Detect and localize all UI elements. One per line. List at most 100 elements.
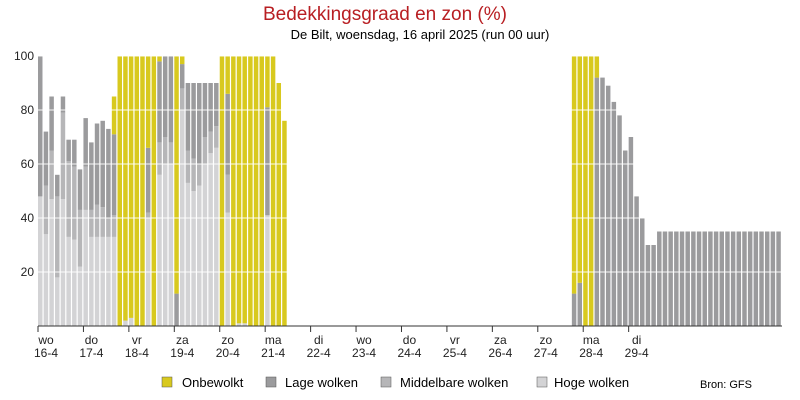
bar-lage-125 [747, 231, 753, 326]
bar-hoge-3 [55, 277, 60, 326]
bar-lage-112 [674, 231, 679, 326]
bar-lage-115 [691, 231, 696, 326]
x-tick-day-24: za [176, 333, 189, 347]
legend-label-lage: Lage wolken [285, 375, 358, 390]
x-tick-date-0: 16-4 [34, 346, 58, 360]
bar-lage-5 [66, 139, 71, 162]
bar-lage-98 [594, 77, 600, 326]
bar-middel-28 [197, 164, 202, 186]
x-tick-date-80: 26-4 [488, 346, 512, 360]
legend-label-hoge: Hoge wolken [554, 375, 629, 390]
bar-hoge-12 [106, 236, 111, 326]
x-tick-date-104: 29-4 [625, 346, 649, 360]
y-tick-label-80: 80 [21, 103, 35, 117]
bar-middel-7 [77, 209, 83, 267]
y-axis: 20 40 60 80 100 [14, 49, 34, 279]
bar-lage-95 [577, 282, 583, 326]
x-tick-date-56: 23-4 [352, 346, 376, 360]
bar-onbewolkt-37 [248, 56, 253, 326]
bar-lage-100 [605, 85, 611, 326]
bar-hoge-22 [162, 164, 168, 326]
bar-onbewolkt-33 [225, 56, 230, 94]
bar-lage-119 [713, 231, 719, 326]
bar-lage-108 [651, 245, 656, 326]
bar-lage-111 [668, 231, 673, 326]
bar-middel-1 [43, 185, 49, 235]
bar-lage-6 [72, 139, 77, 167]
bar-middel-22 [162, 137, 168, 164]
bar-onbewolkt-13 [111, 96, 117, 135]
x-tick-date-8: 17-4 [79, 346, 103, 360]
bar-hoge-16 [128, 317, 134, 326]
bar-lage-31 [214, 83, 219, 127]
bar-lage-7 [77, 169, 83, 210]
bar-lage-104 [628, 137, 634, 326]
bar-lage-40 [265, 107, 270, 216]
x-tick-day-8: do [85, 333, 99, 347]
bar-middel-6 [72, 166, 77, 240]
x-tick-day-64: do [403, 333, 417, 347]
bar-middel-12 [106, 218, 111, 237]
bar-lage-26 [185, 83, 191, 151]
x-axis: wo16-4do17-4vr18-4za19-4zo20-4ma21-4di22… [34, 325, 782, 360]
bar-onbewolkt-36 [242, 56, 247, 324]
bar-onbewolkt-97 [588, 56, 594, 326]
bar-lage-21 [157, 61, 162, 143]
bar-lage-126 [753, 231, 759, 326]
bar-hoge-7 [77, 266, 83, 326]
bar-onbewolkt-18 [140, 56, 145, 326]
bar-onbewolkt-38 [253, 56, 259, 326]
bar-lage-99 [600, 77, 605, 326]
source-label: Bron: GFS [700, 379, 752, 391]
bar-hoge-5 [66, 236, 71, 326]
bar-hoge-21 [157, 174, 162, 326]
bar-onbewolkt-43 [282, 120, 287, 326]
bar-middel-19 [145, 212, 151, 218]
bar-lage-128 [764, 231, 770, 326]
bar-middel-27 [191, 158, 196, 191]
x-tick-date-24: 19-4 [170, 346, 194, 360]
bar-onbewolkt-19 [145, 56, 151, 148]
bar-onbewolkt-94 [571, 56, 577, 294]
legend-swatch-lage [265, 376, 277, 388]
bar-hoge-30 [208, 153, 213, 326]
bar-lage-9 [89, 142, 94, 210]
chart-subtitle: De Bilt, woensdag, 16 april 2025 (run 00… [291, 27, 550, 42]
bar-lage-12 [106, 128, 111, 218]
bar-middel-9 [89, 209, 94, 237]
bar-lage-123 [736, 231, 742, 326]
x-tick-day-48: di [314, 333, 323, 347]
bar-lage-107 [645, 245, 651, 326]
bar-lage-116 [696, 231, 702, 326]
bar-onbewolkt-98 [594, 56, 600, 78]
bar-lage-25 [179, 64, 185, 89]
bar-onbewolkt-16 [128, 56, 134, 318]
chart-title: Bedekkingsgraad en zon (%) [263, 4, 507, 25]
bar-onbewolkt-35 [236, 56, 242, 324]
x-tick-date-64: 24-4 [397, 346, 421, 360]
bar-lage-117 [702, 231, 707, 326]
bar-onbewolkt-25 [179, 56, 185, 65]
bar-hoge-1 [43, 234, 49, 326]
bar-lage-113 [679, 231, 685, 326]
bar-hoge-35 [236, 323, 242, 326]
bar-hoge-0 [38, 196, 43, 326]
legend-label-middel: Middelbare wolken [400, 375, 508, 390]
bar-hoge-28 [197, 185, 202, 326]
bar-lage-105 [634, 196, 639, 326]
bar-lage-33 [225, 93, 230, 175]
x-tick-date-40: 21-4 [261, 346, 285, 360]
bar-hoge-8 [83, 209, 88, 326]
bar-lage-101 [611, 101, 617, 327]
bar-lage-27 [191, 83, 196, 159]
bar-onbewolkt-32 [219, 56, 225, 326]
bar-lage-2 [49, 96, 54, 151]
bar-lage-130 [776, 231, 781, 326]
bar-lage-109 [657, 231, 662, 326]
bar-middel-3 [55, 196, 60, 278]
bar-hoge-26 [185, 182, 191, 326]
legend-swatch-middel [380, 376, 392, 388]
bar-onbewolkt-34 [231, 56, 236, 326]
bar-lage-19 [145, 147, 151, 213]
bar-middel-5 [66, 161, 71, 237]
